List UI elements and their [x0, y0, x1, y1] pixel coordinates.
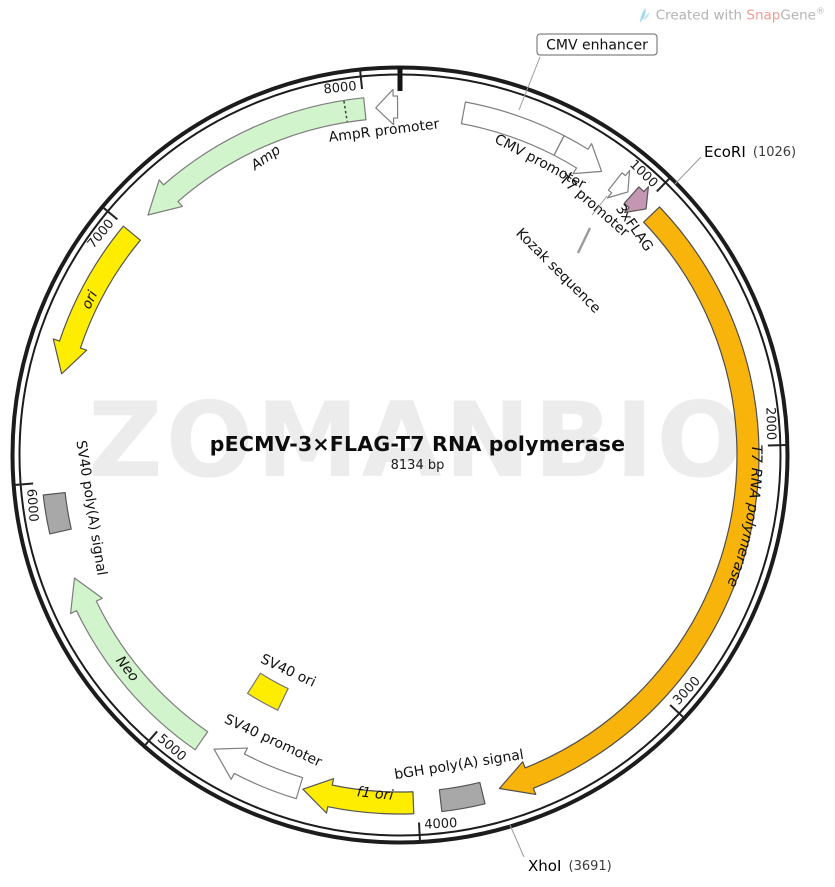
label-cmv-enhancer-box — [536, 33, 658, 56]
plasmid-size: 8134 bp — [390, 458, 445, 473]
tick-7000 — [102, 206, 118, 221]
feature-sv40-ori — [246, 672, 289, 711]
feature-amp — [147, 97, 367, 216]
feature-ori — [52, 225, 141, 375]
leader-ecori — [674, 156, 702, 185]
feature-ampr-promoter — [375, 88, 399, 126]
tick-3000 — [669, 704, 685, 719]
feature-sv40-polya-signal — [42, 491, 72, 535]
tick-1000 — [656, 177, 671, 193]
amp-signal-peptide-boundary — [343, 100, 348, 122]
credit-brand-gene: Gene — [780, 7, 816, 24]
tick-8000 — [359, 69, 364, 90]
tick-label-6000: 6000 — [23, 488, 41, 522]
feature-bgh-polya-signal — [438, 781, 486, 813]
tick-2000 — [767, 444, 787, 447]
watermark: ZOMANBIO — [87, 381, 748, 501]
tick-label-8000: 8000 — [323, 79, 357, 97]
leader-t7-promoter — [591, 195, 608, 216]
leader-xhoi — [509, 824, 525, 858]
leader-kozak — [576, 227, 592, 254]
feature-f1-ori — [302, 778, 415, 815]
feature-cmv-promoter — [553, 135, 603, 175]
credit-brand-snap: Snap — [746, 7, 781, 24]
label-cmv-enhancer: CMV enhancer — [546, 38, 648, 54]
leader-cmv-enhancer — [518, 56, 541, 111]
feature-neo — [69, 577, 209, 751]
label-ori: ori — [79, 288, 101, 311]
plasmid-name: pECMV-3×FLAG-T7 RNA polymerase — [209, 432, 626, 456]
label-f1-ori: f1 ori — [356, 784, 394, 804]
feature-t7-promoter — [606, 169, 631, 199]
tick-label-2000: 2000 — [762, 407, 778, 440]
feature-sv40-promoter — [213, 747, 304, 800]
tick-6000 — [14, 482, 34, 486]
feature-t7-rna-polymerase — [498, 206, 760, 796]
tick-4000 — [418, 822, 421, 842]
label-kozak: Kozak sequence — [512, 225, 603, 316]
label-bgh-polya: bGH poly(A) signal — [393, 747, 525, 783]
snapgene-credit: Created with SnapGene® — [636, 7, 825, 24]
feature-3xflag-tag — [623, 186, 649, 214]
credit-text: Created with SnapGene® — [655, 7, 825, 24]
plasmid-title-block: pECMV-3×FLAG-T7 RNA polymerase 8134 bp — [0, 433, 835, 473]
cmv-enhancer-promoter-junction — [553, 136, 565, 155]
snapgene-logo-icon — [639, 7, 650, 23]
tick-5000 — [143, 730, 158, 747]
site-ecori: EcoRI (1026) — [704, 143, 796, 161]
registered-mark: ® — [816, 7, 825, 18]
site-xhoi: XhoI (3691) — [528, 857, 612, 875]
tick-label-4000: 4000 — [424, 816, 458, 833]
